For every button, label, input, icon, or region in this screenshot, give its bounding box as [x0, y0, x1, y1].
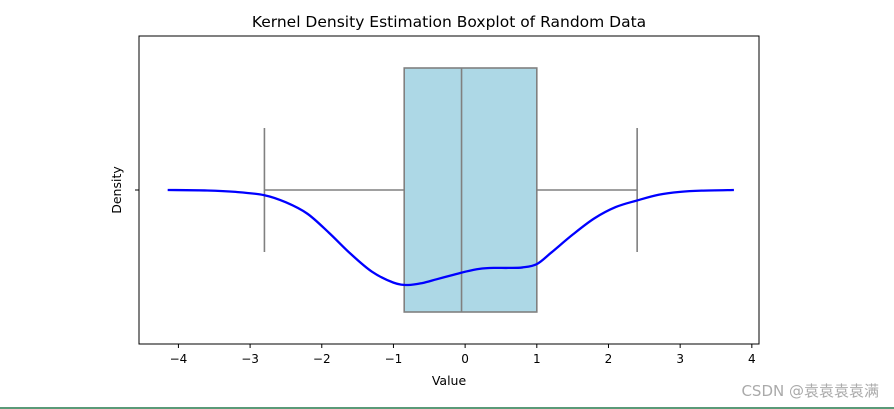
x-tick-label: −3 — [241, 352, 259, 366]
chart-title: Kernel Density Estimation Boxplot of Ran… — [252, 13, 646, 31]
x-axis-ticks: −4 −3 −2 −1 0 1 2 3 4 — [170, 344, 756, 366]
bottom-divider — [0, 407, 894, 409]
iqr-box — [403, 67, 538, 313]
watermark: CSDN @袁袁袁袁满 — [741, 382, 879, 400]
kde-curve — [167, 188, 734, 287]
x-tick-label: 3 — [676, 352, 684, 366]
x-tick-label: 4 — [748, 352, 756, 366]
x-tick-label: 1 — [533, 352, 541, 366]
x-axis-label: Value — [432, 373, 467, 388]
x-tick-label: −2 — [313, 352, 331, 366]
y-axis-label: Density — [109, 166, 124, 214]
x-tick-label: −1 — [385, 352, 403, 366]
x-tick-label: 2 — [605, 352, 613, 366]
x-tick-label: 0 — [461, 352, 469, 366]
x-tick-label: −4 — [170, 352, 188, 366]
plot-area — [167, 67, 734, 313]
